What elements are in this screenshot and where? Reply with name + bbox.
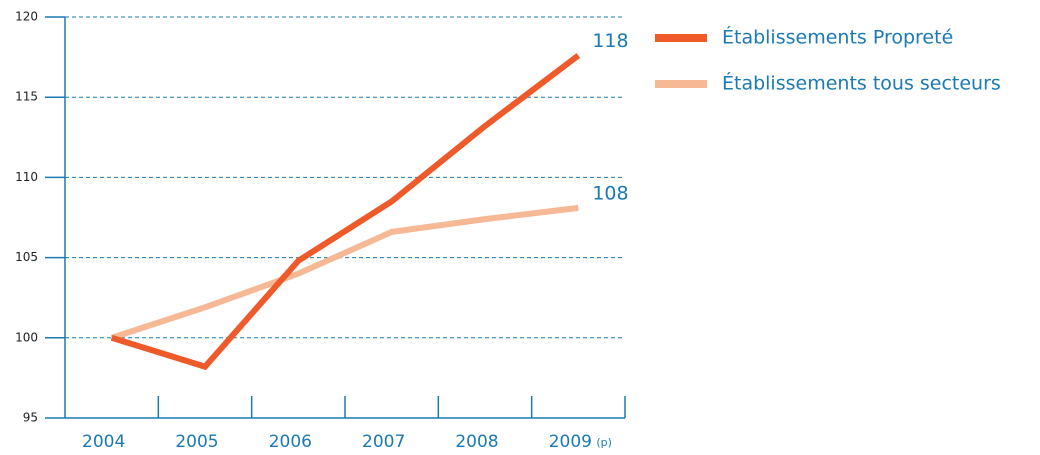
y-tick-label: 115	[15, 90, 38, 104]
y-tick-label: 100	[15, 330, 38, 344]
y-tick-label: 105	[15, 250, 38, 264]
y-tick-label: 95	[23, 411, 38, 425]
x-tick-label: 2004	[82, 432, 125, 452]
x-tick-label: 2008	[455, 432, 498, 452]
x-tick-label: 2006	[269, 432, 312, 452]
y-tick-label: 120	[15, 10, 38, 24]
y-tick-label: 110	[15, 170, 38, 184]
legend-swatch	[655, 34, 707, 42]
legend-swatch	[655, 80, 707, 88]
value-label: 118	[592, 30, 628, 52]
series-line	[110, 204, 579, 341]
series-line	[110, 53, 581, 371]
x-tick-label: 2009	[549, 432, 592, 452]
legend-label: Établissements Propreté	[722, 26, 953, 49]
x-tick-label: 2005	[175, 432, 218, 452]
value-label: 108	[592, 182, 628, 204]
x-tick-label: 2007	[362, 432, 405, 452]
legend-label: Établissements tous secteurs	[722, 72, 1001, 95]
annotation: (p)	[596, 436, 612, 449]
